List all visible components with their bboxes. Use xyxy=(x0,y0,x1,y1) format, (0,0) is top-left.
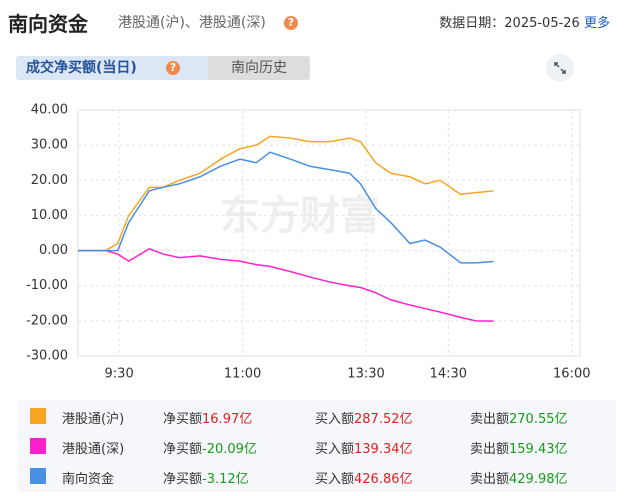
tab-label: 成交净买额(当日) xyxy=(26,60,137,76)
y-tick-label: 0.00 xyxy=(39,243,68,258)
net-label: 净买额 xyxy=(163,472,203,487)
x-tick-label: 9:30 xyxy=(105,367,134,382)
net-cell: 净买额-3.12亿 xyxy=(163,468,249,487)
net-label: 净买额 xyxy=(163,442,203,457)
net-value: -20.09亿 xyxy=(202,442,257,457)
expand-button[interactable] xyxy=(546,54,574,82)
tab-active[interactable]: 成交净买额(当日) xyxy=(16,56,216,80)
sell-value: 270.55亿 xyxy=(509,412,568,427)
more-link[interactable]: 更多 xyxy=(583,16,610,31)
legend-swatch xyxy=(30,408,46,424)
y-tick-label: -30.00 xyxy=(26,349,68,364)
sell-label: 卖出额 xyxy=(470,472,510,487)
legend-swatch xyxy=(30,468,46,484)
y-tick-label: 20.00 xyxy=(31,173,68,188)
sell-cell: 卖出额429.98亿 xyxy=(470,468,568,487)
x-tick-label: 13:30 xyxy=(347,367,384,382)
net-label: 净买额 xyxy=(163,412,203,427)
date: 2025-05-26 xyxy=(504,16,580,31)
buy-cell: 买入额287.52亿 xyxy=(315,408,413,427)
net-value: -3.12亿 xyxy=(202,472,249,487)
help-icon[interactable]: ? xyxy=(284,16,298,30)
net-cell: 净买额-20.09亿 xyxy=(163,438,257,457)
summary-row: 港股通(沪) 净买额16.97亿 买入额287.52亿 卖出额270.55亿 xyxy=(18,401,616,431)
legend-label: 港股通(深) xyxy=(62,442,125,457)
y-tick-label: 30.00 xyxy=(31,138,68,153)
line xyxy=(78,151,494,264)
buy-cell: 买入额139.34亿 xyxy=(315,438,413,457)
sell-value: 429.98亿 xyxy=(509,472,568,487)
sell-value: 159.43亿 xyxy=(509,442,568,457)
sell-label: 卖出额 xyxy=(470,412,510,427)
expand-icon xyxy=(554,62,566,74)
y-tick-label: 10.00 xyxy=(31,208,68,223)
y-tick-label: -10.00 xyxy=(26,278,68,293)
buy-value: 139.34亿 xyxy=(354,442,413,457)
buy-cell: 买入额426.86亿 xyxy=(315,468,413,487)
legend-swatch xyxy=(30,438,46,454)
x-tick-label: 14:30 xyxy=(430,367,467,382)
watermark: 东方财富 xyxy=(220,193,380,239)
x-tick-label: 16:00 xyxy=(553,367,590,382)
net-cell: 净买额16.97亿 xyxy=(163,408,252,427)
tab[interactable]: 南向历史 xyxy=(208,56,310,80)
summary-row: 港股通(深) 净买额-20.09亿 买入额139.34亿 卖出额159.43亿 xyxy=(18,431,616,461)
summary-table: 港股通(沪) 净买额16.97亿 买入额287.52亿 卖出额270.55亿 港股通(深… xyxy=(18,400,616,492)
buy-value: 426.86亿 xyxy=(354,472,413,487)
buy-label: 买入额 xyxy=(315,472,355,487)
buy-value: 287.52亿 xyxy=(354,412,413,427)
buy-label: 买入额 xyxy=(315,412,355,427)
sell-cell: 卖出额270.55亿 xyxy=(470,408,568,427)
x-tick-label: 11:00 xyxy=(224,367,261,382)
summary-row: 南向资金 净买额-3.12亿 买入额426.86亿 卖出额429.98亿 xyxy=(18,461,616,491)
help-icon[interactable]: ? xyxy=(166,61,180,75)
y-tick-label: -20.00 xyxy=(26,313,68,328)
legend-label: 港股通(沪) xyxy=(62,412,125,427)
plot-border xyxy=(77,109,581,357)
line xyxy=(78,135,494,252)
date-info: 数据日期：2025-05-26 更多 xyxy=(439,12,610,31)
y-tick-label: 40.00 xyxy=(31,103,68,118)
legend-label: 南向资金 xyxy=(62,472,115,487)
line xyxy=(78,247,494,322)
sell-label: 卖出额 xyxy=(470,442,510,457)
net-value: 16.97亿 xyxy=(202,412,253,427)
sell-cell: 卖出额159.43亿 xyxy=(470,438,568,457)
date-label: 数据日期： xyxy=(439,16,505,31)
subtitle: 港股通(沪)、港股通(深) xyxy=(118,15,266,31)
title: 南向资金 xyxy=(8,12,88,36)
buy-label: 买入额 xyxy=(315,442,355,457)
